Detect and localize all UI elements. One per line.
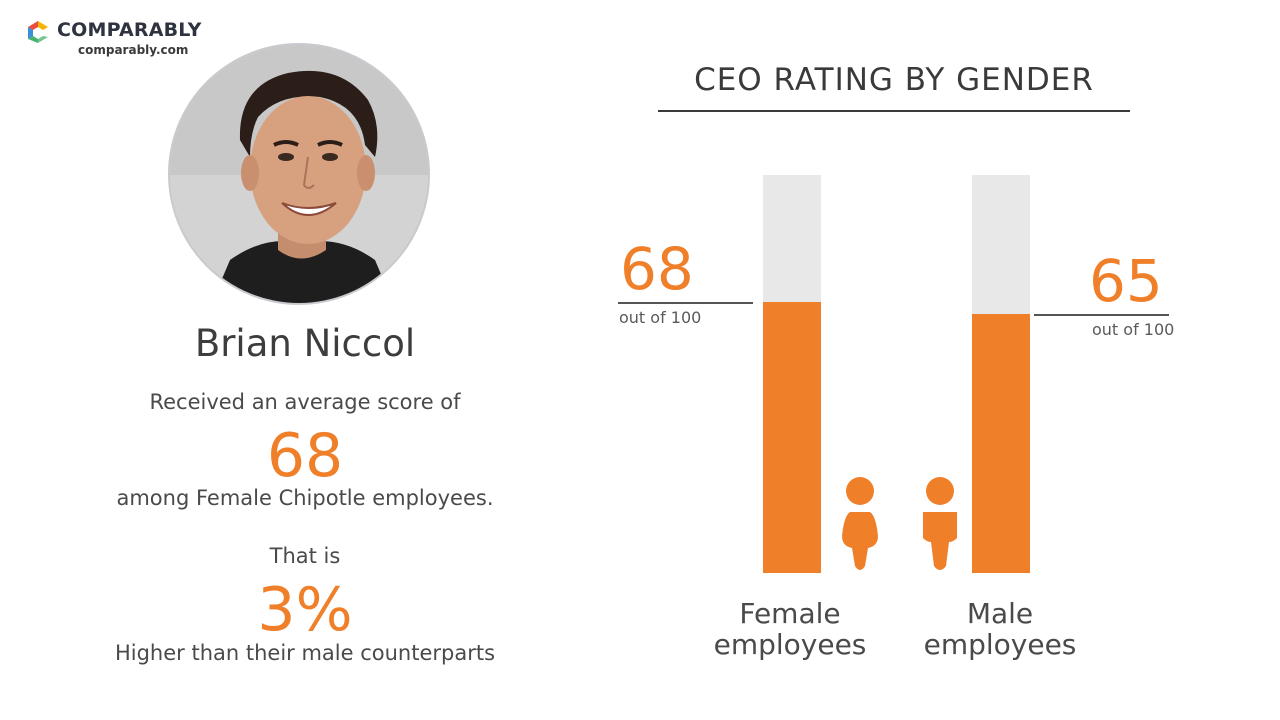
average-score: 68 [266,421,344,491]
comparably-logo-icon [28,21,48,43]
male-person-icon [923,477,957,570]
male-bar [972,314,1030,573]
comparison-percent: 3% [257,575,353,645]
ceo-photo [170,45,428,303]
female-leader-line [618,302,753,304]
ceo-portrait [168,43,430,305]
score-description: among Female Chipotle employees. [116,486,494,510]
female-category-label: Female employees [713,597,867,661]
female-person-icon [842,477,878,570]
female-bar [763,302,821,573]
male-value-label: 65 [1089,247,1163,315]
comparison-description: Higher than their male counterparts [114,641,496,665]
brand-url[interactable]: comparably.com [78,43,189,57]
title-underline [658,110,1130,112]
brand-name: COMPARABLY [57,19,202,41]
male-leader-line [1034,314,1169,316]
comparably-logo[interactable]: COMPARABLY comparably.com [26,18,226,60]
male-out-of-label: out of 100 [1092,320,1175,339]
score-intro-text: Received an average score of [149,390,461,414]
female-out-of-label: out of 100 [619,308,702,327]
chart-title: CEO RATING BY GENDER [694,62,1094,98]
comparison-intro: That is [269,544,341,568]
ceo-name: Brian Niccol [194,322,416,365]
male-category-label: Male employees [923,597,1077,661]
female-value-label: 68 [620,235,694,303]
